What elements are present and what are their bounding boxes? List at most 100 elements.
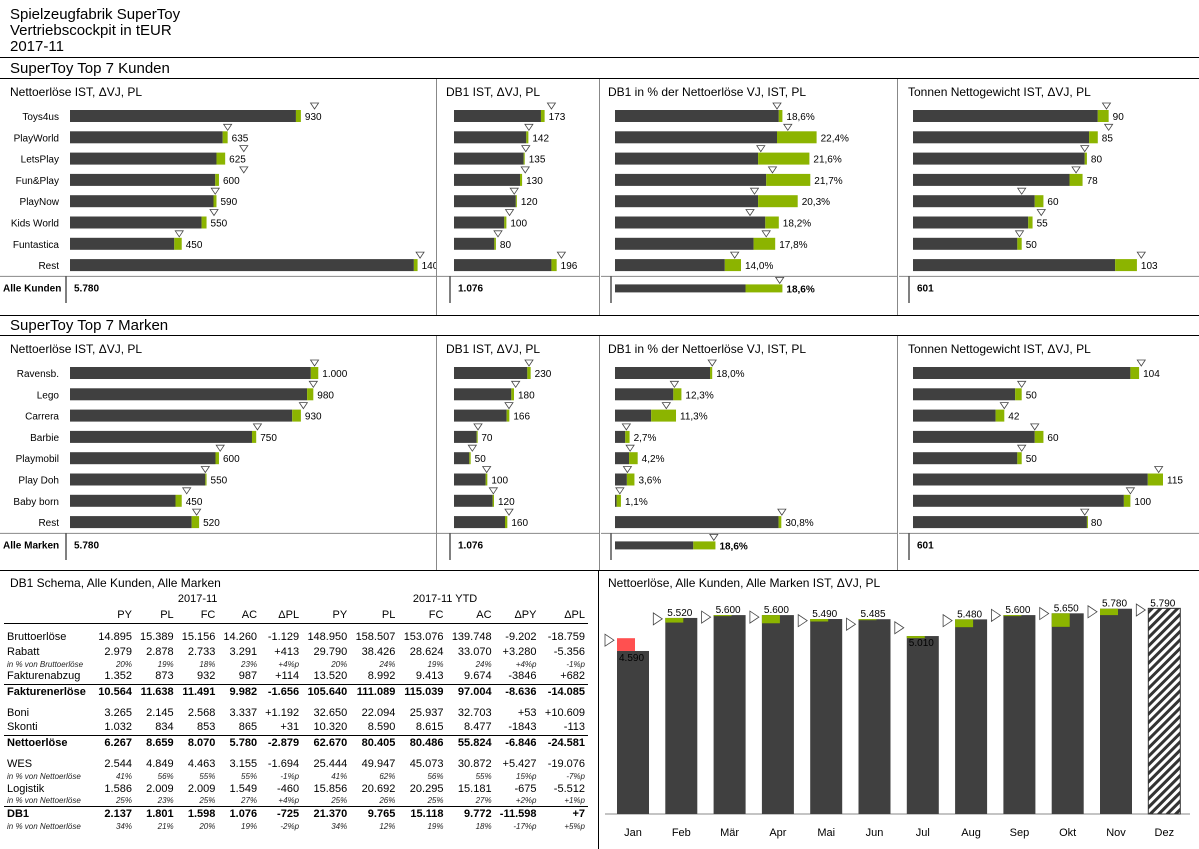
value-label: 2,7% bbox=[634, 433, 657, 444]
plan-marker bbox=[1136, 359, 1147, 367]
table-cell: 3.291 bbox=[229, 645, 258, 658]
table-row: WES 2.544 4.849 4.463 3.155 -1.694 25.444 49.94… bbox=[4, 756, 588, 771]
table-cell: 987 bbox=[238, 670, 258, 683]
table-cell: -24.581 bbox=[539, 734, 588, 750]
table-cell: 62% bbox=[379, 771, 396, 781]
table-cell: 15.181 bbox=[457, 782, 492, 795]
bar bbox=[454, 195, 516, 208]
plan-marker bbox=[191, 508, 202, 516]
table-column-header-cell: FC bbox=[398, 607, 447, 624]
table-cell: 15.156 bbox=[181, 630, 216, 643]
table-cell: 20% bbox=[199, 821, 216, 831]
plan-marker bbox=[1125, 487, 1136, 495]
bar bbox=[615, 131, 777, 144]
table-cell: 1.549 bbox=[229, 782, 258, 795]
delta-py-bar bbox=[175, 494, 182, 507]
row-label: WES bbox=[7, 757, 33, 770]
plan-marker bbox=[239, 145, 249, 153]
table-cell: 12% bbox=[379, 821, 396, 831]
table-cell: 11.491 bbox=[176, 683, 219, 699]
delta-py-bar bbox=[629, 452, 638, 465]
total-value: 5.780 bbox=[74, 540, 99, 551]
plan-marker bbox=[510, 380, 521, 389]
total-value: 601 bbox=[917, 283, 934, 294]
bar bbox=[761, 615, 794, 814]
delta-py-bar bbox=[1051, 613, 1070, 627]
table-cell: -113 bbox=[563, 721, 585, 734]
bar bbox=[713, 615, 746, 814]
table-cell: -11.598 bbox=[494, 805, 540, 821]
table-subrow: in % von Nettoerlöse 34% 21% 20% 19% -2%p 34% 1… bbox=[4, 821, 588, 831]
delta-py-bar bbox=[955, 619, 974, 628]
table-cell: 20% bbox=[115, 659, 132, 669]
table-cell: 10.564 bbox=[93, 683, 135, 699]
value-label: 5.650 bbox=[1054, 603, 1079, 614]
bar bbox=[615, 388, 674, 401]
forecast-bar bbox=[1147, 607, 1181, 815]
table-cell: 22.094 bbox=[361, 706, 396, 719]
table-cell: 56% bbox=[427, 771, 444, 781]
value-label: 18,0% bbox=[716, 369, 744, 380]
plan-marker bbox=[467, 444, 478, 452]
bar bbox=[906, 636, 939, 814]
delta-py-bar bbox=[1028, 216, 1033, 229]
table-cell: 14.895 bbox=[98, 630, 132, 643]
table-cell: 9.982 bbox=[218, 683, 261, 699]
chart-title: Tonnen Nettogewicht IST, ΔVJ, PL bbox=[908, 342, 1091, 356]
delta-py-bar bbox=[778, 110, 783, 122]
table-cell: -7%p bbox=[566, 771, 585, 781]
month-label: Mai bbox=[817, 827, 835, 839]
table-cell: 32.650 bbox=[313, 706, 348, 719]
table-cell: -460 bbox=[277, 782, 300, 795]
bar bbox=[615, 409, 652, 422]
bar bbox=[913, 110, 1098, 122]
table-group-label: 2017-11 YTD bbox=[412, 593, 478, 605]
value-label: 3,6% bbox=[638, 476, 661, 487]
delta-py-bar bbox=[504, 216, 507, 229]
plan-marker bbox=[252, 423, 263, 431]
delta-py-bar bbox=[1069, 173, 1083, 186]
table-cell: 55% bbox=[241, 771, 258, 781]
plan-marker bbox=[488, 487, 499, 495]
plan-marker bbox=[1071, 166, 1081, 174]
row-label: in % von Bruttoerlöse bbox=[7, 659, 84, 669]
bar bbox=[454, 473, 486, 486]
bar bbox=[1100, 608, 1132, 814]
table-cell: 25% bbox=[427, 796, 444, 806]
delta-py-bar bbox=[205, 473, 207, 486]
bar bbox=[615, 516, 779, 529]
bar bbox=[70, 173, 216, 186]
bar bbox=[913, 259, 1116, 272]
value-label: 196 bbox=[561, 261, 578, 272]
delta-py-bar bbox=[476, 430, 478, 443]
delta-py-bar bbox=[310, 367, 319, 379]
value-label: 100 bbox=[510, 219, 527, 230]
row-label: in % von Nettoerlöse bbox=[7, 796, 81, 806]
table-cell: 1.032 bbox=[104, 721, 132, 734]
value-label: 50 bbox=[1026, 240, 1038, 251]
table-cell: 32.703 bbox=[457, 706, 492, 719]
bar bbox=[454, 173, 520, 186]
table-cell: 853 bbox=[197, 721, 216, 734]
plan-marker bbox=[772, 102, 782, 110]
delta-py-bar bbox=[191, 516, 200, 529]
category-label: Playmobil bbox=[16, 454, 59, 465]
table-cell: +4%p bbox=[515, 659, 537, 669]
value-label: 135 bbox=[529, 155, 546, 166]
bar bbox=[70, 430, 252, 443]
plan-marker bbox=[504, 508, 514, 516]
report-period: 2017-11 bbox=[10, 38, 64, 55]
bar bbox=[913, 237, 1018, 250]
delta-py-bar bbox=[758, 152, 810, 165]
row-label: Bruttoerlöse bbox=[7, 630, 67, 643]
row-label: in % von Nettoerlöse bbox=[7, 821, 81, 831]
value-label: 550 bbox=[211, 219, 228, 230]
table-cell: 20.692 bbox=[361, 782, 396, 795]
table-cell: 21% bbox=[157, 821, 174, 831]
table-cell: 3.155 bbox=[229, 757, 258, 770]
plan-marker bbox=[181, 487, 192, 495]
table-cell: 18% bbox=[199, 659, 216, 669]
value-label: 100 bbox=[491, 476, 508, 487]
table-cell: -9.202 bbox=[505, 630, 537, 643]
bar bbox=[70, 110, 296, 122]
